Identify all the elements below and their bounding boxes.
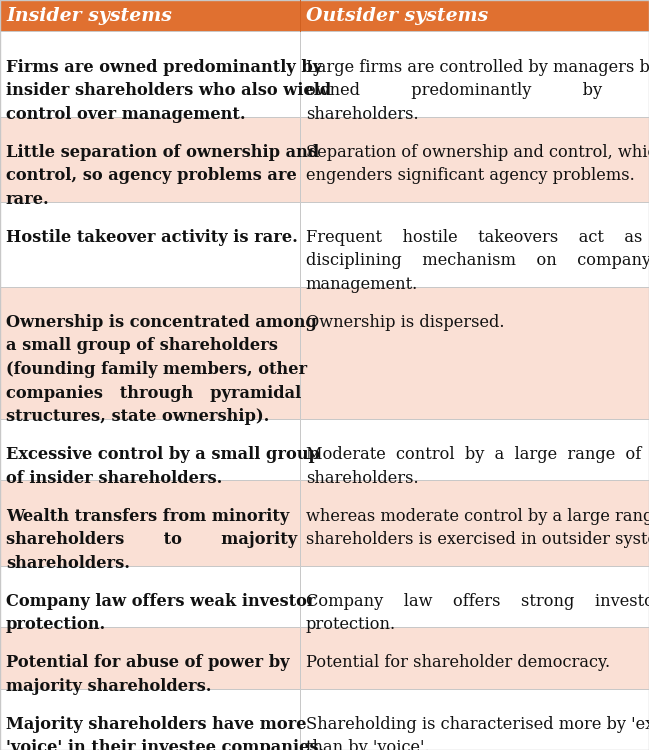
Text: Little separation of ownership and: Little separation of ownership and xyxy=(6,144,319,160)
Text: of insider shareholders.: of insider shareholders. xyxy=(6,470,223,487)
Text: management.: management. xyxy=(306,276,418,293)
Text: shareholders.: shareholders. xyxy=(306,470,419,487)
Text: Frequent    hostile    takeovers    act    as    a: Frequent hostile takeovers act as a xyxy=(306,229,649,246)
Text: control, so agency problems are: control, so agency problems are xyxy=(6,167,297,184)
Bar xyxy=(0,688,300,750)
Text: Majority shareholders have more: Majority shareholders have more xyxy=(6,716,306,733)
Text: Moderate  control  by  a  large  range  of: Moderate control by a large range of xyxy=(306,446,641,464)
Bar xyxy=(300,0,649,32)
Bar xyxy=(0,566,300,627)
Text: 'voice' in their investee companies.: 'voice' in their investee companies. xyxy=(6,740,324,750)
Text: shareholders.: shareholders. xyxy=(306,106,419,123)
Text: Excessive control by a small group: Excessive control by a small group xyxy=(6,446,320,464)
Text: Outsider systems: Outsider systems xyxy=(306,7,488,25)
Text: a small group of shareholders: a small group of shareholders xyxy=(6,338,278,355)
Bar xyxy=(300,202,649,286)
Text: engenders significant agency problems.: engenders significant agency problems. xyxy=(306,167,635,184)
Text: Company law offers weak investor: Company law offers weak investor xyxy=(6,592,315,610)
Text: Shareholding is characterised more by 'exit': Shareholding is characterised more by 'e… xyxy=(306,716,649,733)
Bar xyxy=(0,627,300,688)
Text: shareholders.: shareholders. xyxy=(6,555,130,572)
Text: Ownership is dispersed.: Ownership is dispersed. xyxy=(306,314,504,331)
Text: disciplining    mechanism    on    company: disciplining mechanism on company xyxy=(306,253,649,269)
Text: structures, state ownership).: structures, state ownership). xyxy=(6,408,269,425)
Text: Firms are owned predominantly by: Firms are owned predominantly by xyxy=(6,58,322,76)
Text: protection.: protection. xyxy=(6,616,106,633)
Text: Insider systems: Insider systems xyxy=(6,7,172,25)
Text: owned          predominantly          by          outside: owned predominantly by outside xyxy=(306,82,649,99)
Bar xyxy=(0,116,300,202)
Text: (founding family members, other: (founding family members, other xyxy=(6,361,307,378)
Bar xyxy=(0,0,300,32)
Text: Wealth transfers from minority: Wealth transfers from minority xyxy=(6,508,289,525)
Text: majority shareholders.: majority shareholders. xyxy=(6,678,212,694)
Text: whereas moderate control by a large range of: whereas moderate control by a large rang… xyxy=(306,508,649,525)
Text: shareholders is exercised in outsider systems.: shareholders is exercised in outsider sy… xyxy=(306,531,649,548)
Text: rare.: rare. xyxy=(6,191,50,208)
Text: Large firms are controlled by managers but: Large firms are controlled by managers b… xyxy=(306,58,649,76)
Text: Company    law    offers    strong    investor: Company law offers strong investor xyxy=(306,592,649,610)
Bar xyxy=(300,627,649,688)
Bar xyxy=(300,32,649,116)
Bar xyxy=(0,481,300,566)
Text: shareholders       to       majority: shareholders to majority xyxy=(6,531,297,548)
Bar xyxy=(0,32,300,116)
Bar xyxy=(300,688,649,750)
Text: Hostile takeover activity is rare.: Hostile takeover activity is rare. xyxy=(6,229,298,246)
Bar xyxy=(300,566,649,627)
Text: Potential for shareholder democracy.: Potential for shareholder democracy. xyxy=(306,654,610,671)
Bar xyxy=(300,419,649,481)
Text: companies   through   pyramidal: companies through pyramidal xyxy=(6,385,301,402)
Bar xyxy=(0,202,300,286)
Bar xyxy=(0,419,300,481)
Text: insider shareholders who also wield: insider shareholders who also wield xyxy=(6,82,331,99)
Text: control over management.: control over management. xyxy=(6,106,245,123)
Bar xyxy=(300,286,649,419)
Bar xyxy=(300,481,649,566)
Bar xyxy=(300,116,649,202)
Text: Ownership is concentrated among: Ownership is concentrated among xyxy=(6,314,317,331)
Bar xyxy=(0,286,300,419)
Text: protection.: protection. xyxy=(306,616,396,633)
Text: Separation of ownership and control, which: Separation of ownership and control, whi… xyxy=(306,144,649,160)
Text: than by 'voice'.: than by 'voice'. xyxy=(306,740,430,750)
Text: Potential for abuse of power by: Potential for abuse of power by xyxy=(6,654,289,671)
